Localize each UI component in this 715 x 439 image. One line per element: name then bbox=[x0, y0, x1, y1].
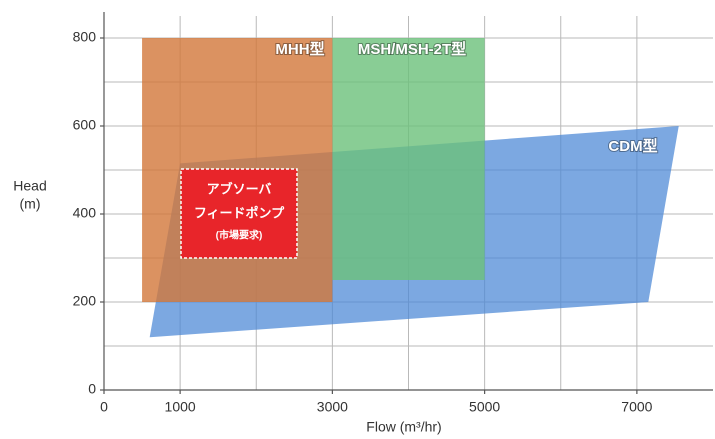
region bbox=[332, 38, 485, 280]
annotation-box bbox=[180, 168, 298, 259]
region-label: MSH/MSH-2T型 bbox=[358, 40, 466, 58]
y-tick-label: 400 bbox=[73, 205, 97, 221]
x-tick-label: 1000 bbox=[165, 399, 196, 415]
y-tick-label: 200 bbox=[73, 293, 97, 309]
annotation-text: フィードポンプ bbox=[194, 205, 285, 220]
y-axis-label: Head bbox=[13, 178, 46, 194]
x-tick-label: 0 bbox=[100, 399, 108, 415]
y-tick-label: 800 bbox=[73, 29, 97, 45]
x-tick-label: 7000 bbox=[621, 399, 652, 415]
annotation-text: アブソーバ bbox=[207, 181, 272, 196]
annotation-text: (市場要求) bbox=[216, 229, 263, 242]
region-label: CDM型 bbox=[608, 137, 657, 155]
y-tick-label: 600 bbox=[73, 117, 97, 133]
x-tick-label: 5000 bbox=[469, 399, 500, 415]
y-axis-label: (m) bbox=[20, 196, 41, 212]
x-tick-label: 3000 bbox=[317, 399, 348, 415]
y-tick-label: 0 bbox=[88, 381, 96, 397]
region-label: MHH型 bbox=[275, 40, 324, 58]
x-axis-label: Flow (m³/hr) bbox=[366, 419, 441, 435]
